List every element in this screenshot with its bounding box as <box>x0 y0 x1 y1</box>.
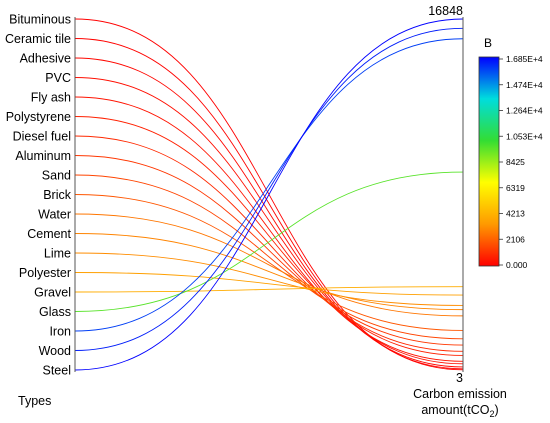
category-label: Sand <box>42 169 71 183</box>
legend-tick-label: 8425 <box>506 157 525 167</box>
left-axis-title: Types <box>18 394 51 408</box>
category-labels: Bituminous Ceramic tile Adhesive PVC Fly ash… <box>5 13 72 378</box>
legend-tick-label: 1.474E+4 <box>506 80 543 90</box>
right-axis-max-label: 16848 <box>428 4 463 18</box>
category-label: Glass <box>39 305 71 319</box>
legend-tick-label: 6319 <box>506 183 525 193</box>
category-label: Brick <box>43 188 72 202</box>
series-line <box>74 96 464 362</box>
right-axis-title-line1: Carbon emission <box>413 387 507 401</box>
category-label: PVC <box>45 71 71 85</box>
series-line <box>74 213 464 317</box>
legend-tick-label: 1.053E+4 <box>506 131 543 141</box>
category-label: Diesel fuel <box>13 130 71 144</box>
category-label: Water <box>38 208 71 222</box>
series-line <box>74 252 464 306</box>
category-label: Polystyrene <box>6 110 71 124</box>
series-line <box>74 135 464 352</box>
series-line <box>74 38 464 332</box>
series-line <box>74 233 464 311</box>
category-label: Polyester <box>19 266 71 280</box>
legend-tick-label: 2106 <box>506 234 525 244</box>
series-line <box>74 194 464 331</box>
category-label: Fly ash <box>31 91 71 105</box>
series-lines <box>74 18 464 371</box>
legend-ticks: 1.685E+4 1.474E+4 1.264E+4 1.053E+4 8425 6319… <box>499 54 543 270</box>
category-label: Aluminum <box>15 149 71 163</box>
legend-tick-label: 4213 <box>506 209 525 219</box>
right-axis-min-label: 3 <box>456 371 463 385</box>
series-line <box>74 286 464 293</box>
color-bar <box>478 56 500 267</box>
category-label: Adhesive <box>20 52 71 66</box>
legend-tick-label: 1.685E+4 <box>506 54 543 64</box>
series-line <box>74 155 464 346</box>
category-label: Gravel <box>34 286 71 300</box>
category-label: Wood <box>39 344 71 358</box>
category-label: Steel <box>43 364 72 378</box>
legend-tick-label: 0.000 <box>506 260 528 270</box>
series-line <box>74 57 464 368</box>
legend-tick-label: 1.264E+4 <box>506 106 543 116</box>
color-legend: B 1.685E+4 1.474E+4 1.264E+4 1.053E+4 8425 63… <box>478 36 543 270</box>
right-axis-title-line2: amount(tCO2) <box>421 403 498 419</box>
category-label: Ceramic tile <box>5 32 71 46</box>
series-line <box>74 77 464 365</box>
series-line <box>74 38 464 370</box>
series-line <box>74 174 464 340</box>
category-label: Bituminous <box>9 13 71 27</box>
category-label: Iron <box>49 325 71 339</box>
series-line <box>74 171 464 312</box>
series-line <box>74 272 464 296</box>
series-line <box>74 27 464 351</box>
category-label: Cement <box>27 227 71 241</box>
series-line <box>74 18 464 371</box>
category-label: Lime <box>44 247 71 261</box>
legend-title: B <box>484 36 492 50</box>
series-line <box>74 116 464 356</box>
